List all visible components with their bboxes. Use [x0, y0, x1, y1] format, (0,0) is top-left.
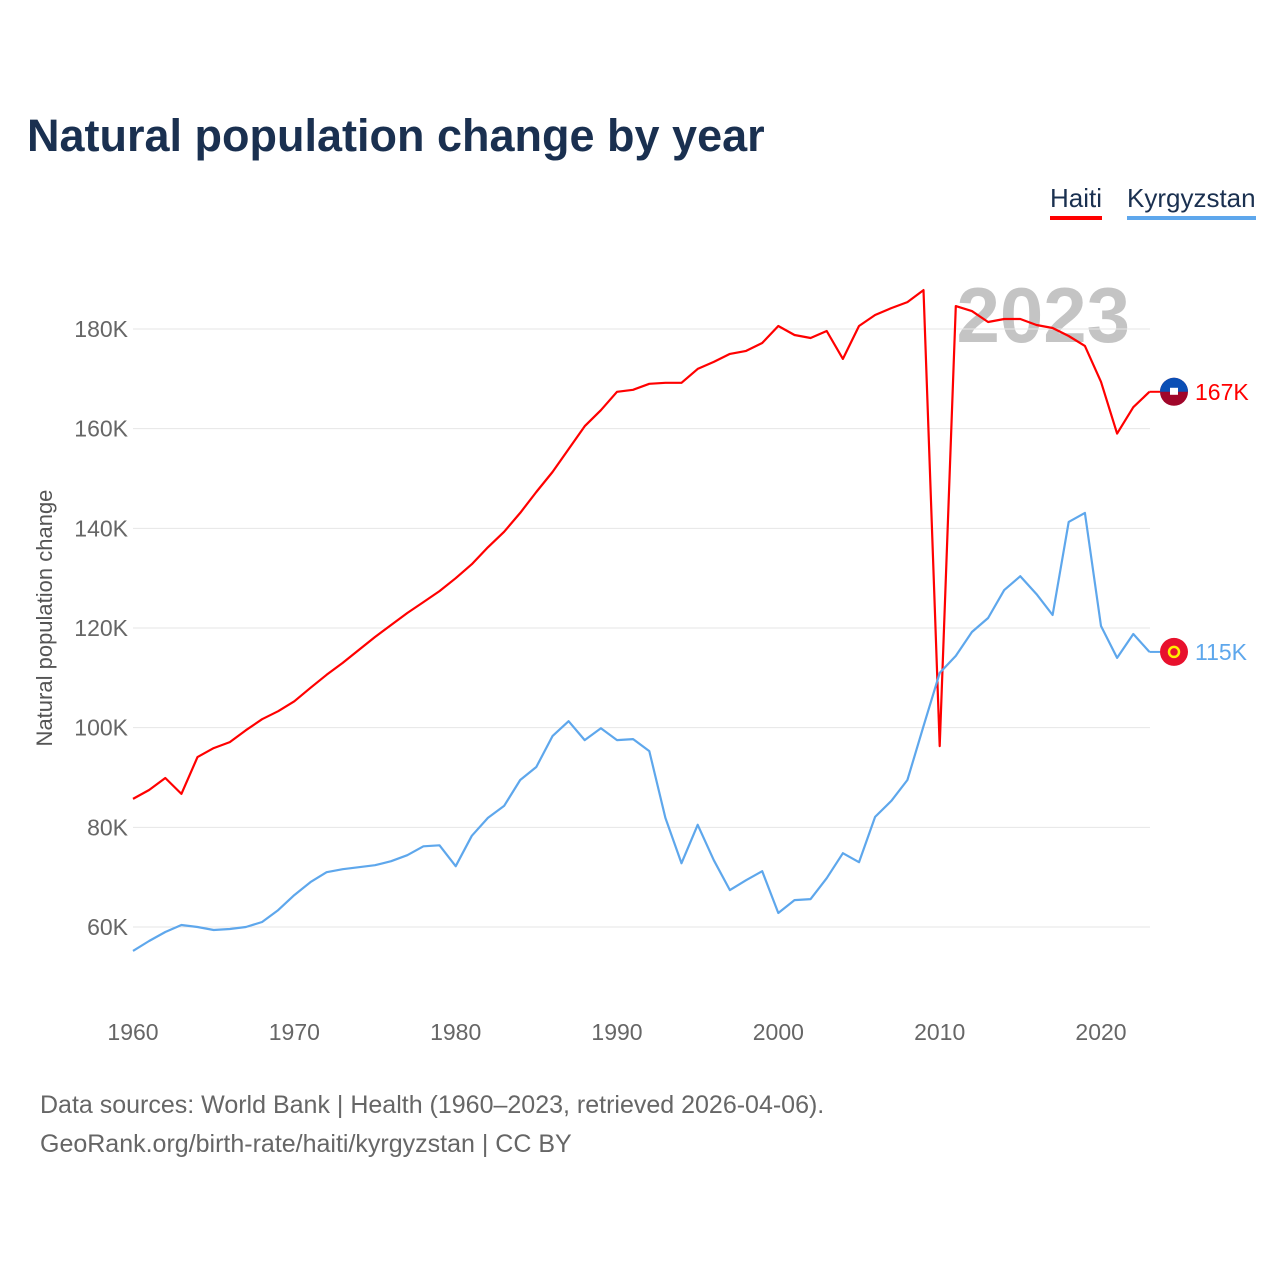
year-watermark: 2023: [956, 271, 1130, 359]
y-tick-label: 160K: [74, 416, 128, 442]
haiti-flag-icon-top: [1160, 377, 1188, 392]
y-tick-label: 140K: [74, 515, 128, 541]
series-line-haiti: [132, 289, 1151, 800]
y-tick-label: 60K: [87, 914, 129, 940]
kyrgyzstan-flag-icon: [1160, 637, 1188, 666]
footer-link[interactable]: GeoRank.org/birth-rate/haiti/kyrgyzstan …: [40, 1130, 572, 1158]
y-tick-label: 100K: [74, 715, 128, 741]
x-tick-label: 2000: [753, 1019, 804, 1045]
footer: Data sources: World Bank | Health (1960–…: [40, 1086, 824, 1164]
y-tick-label: 180K: [74, 316, 128, 342]
y-tick-label: 120K: [74, 615, 128, 641]
end-value-label: 167K: [1195, 379, 1249, 405]
x-tick-label: 1990: [591, 1019, 642, 1045]
chart-title: Natural population change by year: [27, 110, 765, 161]
footer-sources: Data sources: World Bank | Health (1960–…: [40, 1091, 825, 1119]
x-tick-label: 1970: [269, 1019, 320, 1045]
end-value-label: 115K: [1195, 639, 1248, 665]
legend-kyrgyzstan[interactable]: Kyrgyzstan: [1127, 183, 1256, 220]
series-line-kyrgyzstan: [132, 511, 1151, 952]
legend-haiti[interactable]: Haiti: [1050, 183, 1103, 220]
haiti-flag-emblem: [1170, 387, 1178, 395]
x-tick-label: 2010: [914, 1019, 965, 1045]
x-tick-label: 2020: [1075, 1019, 1126, 1045]
x-tick-label: 1960: [107, 1019, 158, 1045]
x-tick-label: 1980: [430, 1019, 481, 1045]
y-tick-label: 80K: [87, 814, 129, 840]
kyrgyzstan-flag-sun: [1167, 645, 1181, 659]
